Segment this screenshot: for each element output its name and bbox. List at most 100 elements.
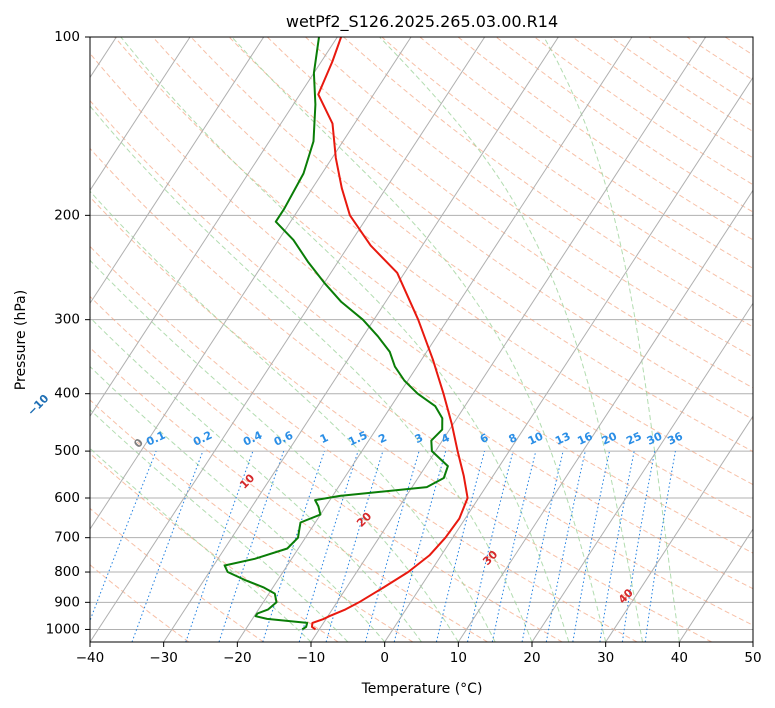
dry-adiabat-label: −10 bbox=[25, 392, 52, 419]
mixing-ratio-line bbox=[185, 450, 254, 642]
plot-frame bbox=[89, 36, 754, 643]
mixing-ratio-line bbox=[218, 450, 285, 642]
moist-adiabat bbox=[120, 37, 570, 642]
dry-adiabat bbox=[305, 37, 753, 358]
y-tick-label: 400 bbox=[54, 386, 80, 402]
x-tick-label: 30 bbox=[597, 650, 614, 666]
isotherm-isobar-grid bbox=[90, 36, 753, 630]
mixing-ratio-label: 1 bbox=[318, 431, 330, 446]
dry-adiabat bbox=[610, 37, 753, 133]
mixing-ratio-label: 20 bbox=[600, 429, 620, 447]
dry-adiabat bbox=[90, 399, 414, 642]
moist-adiabat bbox=[543, 37, 680, 642]
mixing-ratio-line bbox=[325, 450, 384, 642]
x-tick-label: −10 bbox=[297, 650, 326, 666]
y-tick-label: 700 bbox=[54, 530, 80, 546]
moist-adiabat bbox=[90, 105, 533, 642]
mixing-ratio-label: 10 bbox=[526, 429, 546, 447]
moist-adiabat bbox=[90, 190, 496, 642]
mixing-ratio-label: 0.4 bbox=[241, 428, 264, 448]
x-tick-label: −20 bbox=[223, 650, 252, 666]
dry-adiabat bbox=[90, 147, 753, 626]
y-tick-label: 100 bbox=[54, 29, 80, 45]
isotherm-line bbox=[678, 528, 753, 642]
mixing-ratio-line bbox=[298, 450, 359, 642]
dry-adiabat bbox=[228, 37, 753, 420]
moist-adiabat bbox=[90, 447, 312, 642]
isotherm-line bbox=[531, 302, 753, 642]
mixing-ratio-label: 0.1 bbox=[144, 429, 167, 449]
dry-adiabat bbox=[381, 37, 753, 298]
x-tick-label: 10 bbox=[450, 650, 467, 666]
mixing-ratio-line bbox=[599, 451, 635, 642]
mixing-ratio-line bbox=[467, 450, 514, 642]
dry-adiabat bbox=[90, 507, 264, 642]
isotherm-line bbox=[457, 189, 753, 642]
x-tick-label: −40 bbox=[76, 650, 105, 666]
isotherm-line bbox=[236, 37, 633, 642]
y-axis-label: Pressure (hPa) bbox=[13, 290, 29, 390]
isotherm-line bbox=[90, 37, 412, 530]
sounding-profiles bbox=[223, 37, 469, 631]
isotherm-line bbox=[90, 37, 338, 418]
dry-adiabat bbox=[90, 196, 712, 642]
dry-adiabat bbox=[90, 245, 638, 642]
moist-adiabat bbox=[90, 408, 349, 642]
mixing-ratio-line bbox=[90, 450, 157, 622]
axis-ticks: −40 −30 −20 −10 0 10 20 30 40 5010020030040050060… bbox=[46, 29, 762, 666]
isotherm-line bbox=[163, 37, 559, 642]
dry-adiabat bbox=[419, 37, 753, 269]
dry-adiabat bbox=[90, 99, 753, 590]
dry-adiabat-label: 40 bbox=[616, 586, 636, 606]
isotherm-line bbox=[605, 415, 753, 642]
dry-adiabat bbox=[457, 37, 753, 241]
x-tick-label: 20 bbox=[523, 650, 540, 666]
moist-adiabat bbox=[379, 37, 643, 642]
isotherm-line bbox=[90, 37, 191, 192]
dry-adiabat bbox=[495, 37, 753, 213]
y-tick-label: 1000 bbox=[46, 621, 80, 637]
x-tick-label: −30 bbox=[149, 650, 178, 666]
mixing-ratio-line bbox=[644, 451, 676, 642]
y-tick-label: 900 bbox=[54, 594, 80, 610]
dry-adiabat bbox=[114, 37, 753, 520]
mixing-ratio-line bbox=[491, 450, 537, 642]
dry-adiabat bbox=[686, 37, 753, 81]
dry-adiabat-label: 10 bbox=[237, 471, 257, 491]
y-tick-label: 200 bbox=[54, 207, 80, 223]
mixing-ratio-line bbox=[545, 450, 586, 642]
y-tick-label: 300 bbox=[54, 312, 80, 328]
dry-adiabat bbox=[90, 295, 563, 642]
y-tick-label: 500 bbox=[54, 443, 80, 459]
y-tick-label: 800 bbox=[54, 564, 80, 580]
x-tick-label: 50 bbox=[744, 650, 761, 666]
mixing-ratio-line bbox=[435, 450, 485, 642]
chart-title: wetPf2_S126.2025.265.03.00.R14 bbox=[286, 12, 558, 32]
temperature-profile bbox=[311, 37, 469, 631]
mixing-ratio-label: 25 bbox=[624, 430, 643, 448]
isotherm-line bbox=[90, 37, 486, 642]
moist-adiabat bbox=[231, 37, 607, 642]
mixing-ratio-label: 4 bbox=[439, 431, 452, 446]
isotherm-line bbox=[90, 37, 265, 305]
x-tick-label: 40 bbox=[671, 650, 688, 666]
mixing-ratio-label: 6 bbox=[478, 431, 491, 446]
line-labels: −100−90−80−70−60−50−40−30−20−10010203040… bbox=[25, 392, 686, 607]
mixing-ratio-label: 36 bbox=[666, 429, 686, 447]
isotherm-line bbox=[384, 76, 753, 642]
moist-adiabat bbox=[90, 316, 422, 642]
mixing-ratio-line bbox=[262, 450, 325, 642]
mixing-ratio-line bbox=[521, 450, 564, 642]
mixing-ratio-line bbox=[621, 451, 656, 642]
background-lines bbox=[90, 37, 753, 642]
dewpoint-profile bbox=[223, 37, 449, 631]
mixing-ratio-line bbox=[364, 450, 420, 642]
x-tick-label: 0 bbox=[380, 650, 389, 666]
dry-adiabat bbox=[343, 37, 753, 328]
dry-adiabat bbox=[572, 37, 753, 159]
y-tick-label: 600 bbox=[54, 490, 80, 506]
mixing-ratio-label: 16 bbox=[575, 429, 595, 447]
mixing-ratio-label: 30 bbox=[645, 429, 665, 447]
isotherm-line bbox=[310, 37, 707, 642]
